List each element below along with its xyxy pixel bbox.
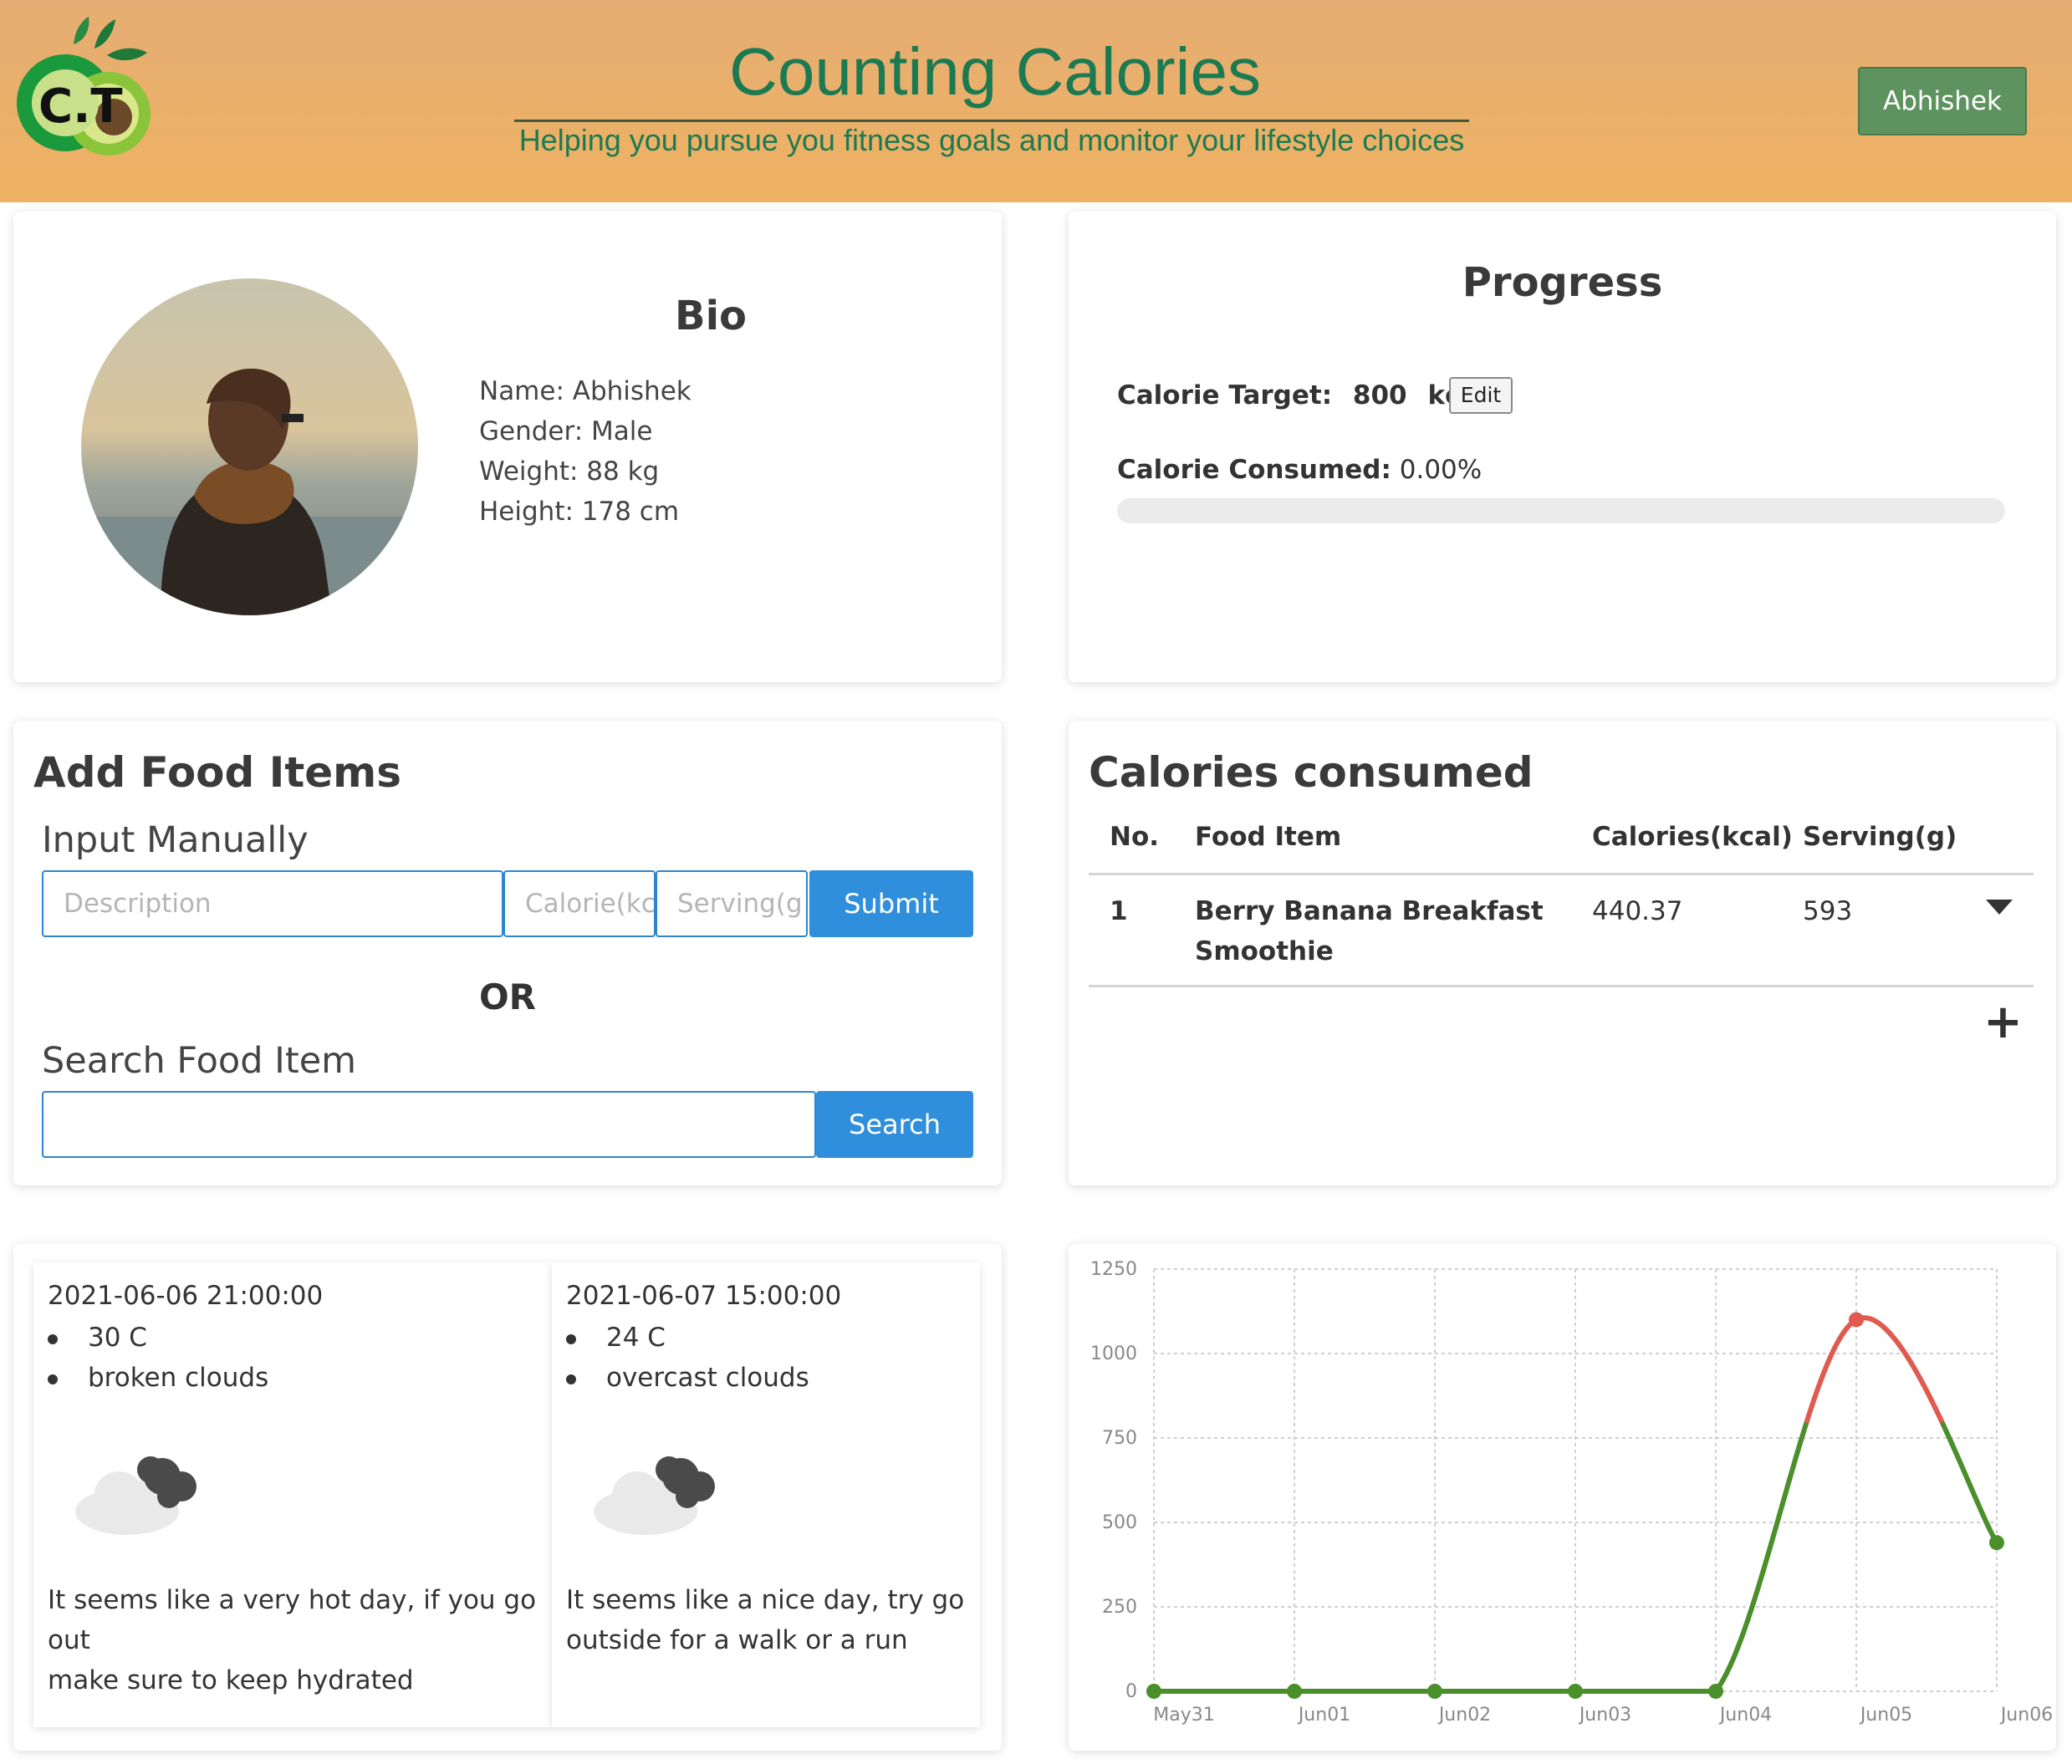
bio-gender: Gender: Male [479, 416, 653, 446]
food-item-calories: 440.37 [1592, 896, 1683, 926]
user-account-button[interactable]: Abhishek [1858, 67, 2027, 135]
app-header [0, 0, 2072, 202]
calorie-history-chart-card [1069, 1244, 2056, 1751]
x-tick-label: Jun06 [1999, 1705, 2053, 1726]
calorie-history-chart: 0 250 500 750 1000 1250 May31 Jun01 Jun02 Jun03 Ju… [1090, 1259, 2053, 1726]
calorie-target-label: Calorie Target: [1117, 380, 1333, 410]
bio-height: Height: 178 cm [479, 497, 680, 527]
serving-input[interactable]: Serving(g [656, 870, 808, 937]
x-tick-label: Jun05 [1859, 1705, 1912, 1726]
table-row-divider [1089, 985, 2034, 987]
food-item-serving: 593 [1803, 896, 1853, 926]
calorie-input[interactable]: Calorie(kc [503, 870, 656, 937]
calorie-consumed-label: Calorie Consumed: [1117, 455, 1391, 485]
submit-button[interactable]: Submit [809, 870, 973, 937]
data-point [1146, 1684, 1161, 1699]
food-item-name: Berry Banana Breakfast Smoothie [1195, 891, 1544, 971]
input-manually-heading: Input Manually [42, 819, 309, 861]
y-tick-label: 1000 [1090, 1343, 1137, 1364]
bio-name: Name: Abhishek [479, 376, 692, 406]
x-tick-label: Jun01 [1297, 1705, 1350, 1726]
x-tick-label: Jun02 [1437, 1705, 1491, 1726]
weather-description: broken clouds [48, 1363, 268, 1393]
weather-description: overcast clouds [566, 1363, 809, 1393]
progress-card [1069, 212, 2056, 682]
column-header-no: No. [1110, 822, 1160, 852]
title-divider [514, 120, 1469, 122]
weather-datetime: 2021-06-06 21:00:00 [48, 1281, 324, 1311]
food-item-line1: Berry Banana Breakfast [1195, 896, 1544, 926]
weather-datetime: 2021-06-07 15:00:00 [566, 1281, 842, 1311]
x-tick-label: May31 [1153, 1705, 1214, 1726]
data-point [1287, 1684, 1302, 1699]
app-logo: C.T [17, 17, 151, 155]
plus-icon[interactable]: + [1983, 995, 2023, 1049]
calorie-target-value: 800 [1352, 380, 1407, 410]
avatar [81, 278, 418, 615]
weather-advice: It seems like a nice day, try go outside… [566, 1585, 965, 1655]
data-point [1989, 1535, 2004, 1551]
bio-title: Bio [674, 293, 747, 339]
y-tick-label: 1250 [1090, 1259, 1137, 1280]
row-number: 1 [1110, 896, 1128, 926]
bio-weight: Weight: 88 kg [479, 456, 660, 487]
or-divider-text: OR [478, 976, 537, 1017]
data-point [1849, 1312, 1864, 1328]
edit-target-button[interactable]: Edit [1449, 377, 1513, 414]
cloud-icon [594, 1456, 715, 1535]
calorie-progress-bar [1117, 498, 2005, 523]
search-food-heading: Search Food Item [42, 1040, 357, 1082]
weather-temperature: 30 C [48, 1323, 147, 1353]
add-food-title: Add Food Items [33, 748, 401, 797]
food-item-line2: Smoothie [1195, 936, 1334, 966]
data-point [1708, 1684, 1723, 1699]
column-header-food-item: Food Item [1195, 822, 1342, 852]
search-button[interactable]: Search [816, 1091, 973, 1158]
weather-temperature: 24 C [566, 1323, 666, 1353]
description-input[interactable]: Description [42, 870, 503, 937]
logo-text: C.T [38, 79, 123, 134]
table-header-divider [1089, 873, 2034, 875]
caret-down-icon[interactable] [1986, 900, 2013, 915]
data-point [1427, 1684, 1442, 1699]
x-tick-label: Jun03 [1578, 1705, 1631, 1726]
site-title: Counting Calories [729, 34, 1261, 109]
data-point [1568, 1684, 1583, 1699]
calorie-consumed-value: 0.00% [1399, 455, 1483, 485]
cloud-icon [75, 1456, 196, 1535]
weather-advice: It seems like a very hot day, if you go … [48, 1585, 537, 1695]
x-tick-label: Jun04 [1718, 1705, 1772, 1726]
y-tick-label: 0 [1125, 1681, 1137, 1702]
calories-consumed-card [1069, 721, 2056, 1185]
y-tick-label: 750 [1102, 1428, 1137, 1449]
calories-consumed-title: Calories consumed [1089, 748, 1534, 797]
y-tick-label: 250 [1102, 1597, 1137, 1618]
calorie-target-row: Calorie Target: 800 kcal [1117, 376, 1487, 415]
y-tick-label: 500 [1102, 1512, 1137, 1533]
search-food-input[interactable] [42, 1091, 816, 1158]
site-subtitle: Helping you pursue you fitness goals and… [518, 123, 1465, 157]
calorie-consumed-row: Calorie Consumed: 0.00% [1117, 451, 1482, 488]
column-header-serving: Serving(g) [1803, 822, 1957, 852]
progress-title: Progress [1462, 259, 1663, 306]
column-header-calories: Calories(kcal) [1592, 822, 1793, 852]
